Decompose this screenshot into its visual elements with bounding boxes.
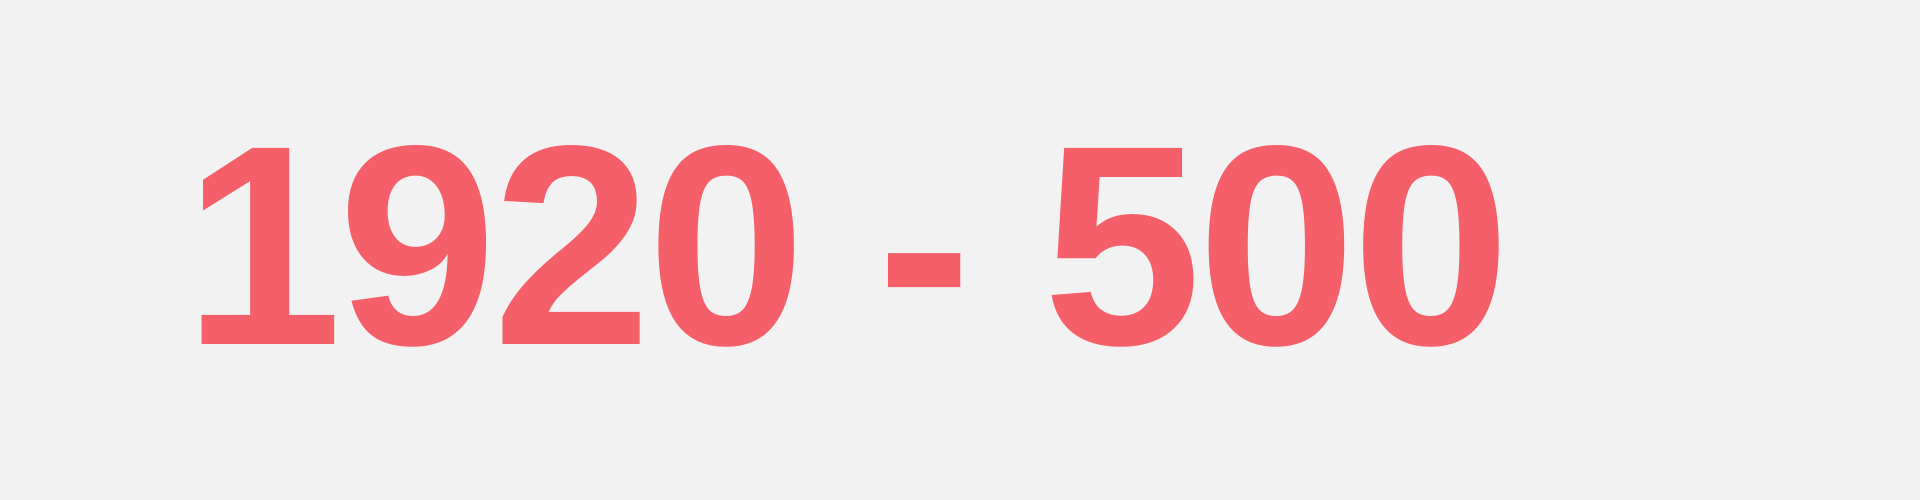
dimension-label: 1920 - 500: [183, 86, 1511, 405]
